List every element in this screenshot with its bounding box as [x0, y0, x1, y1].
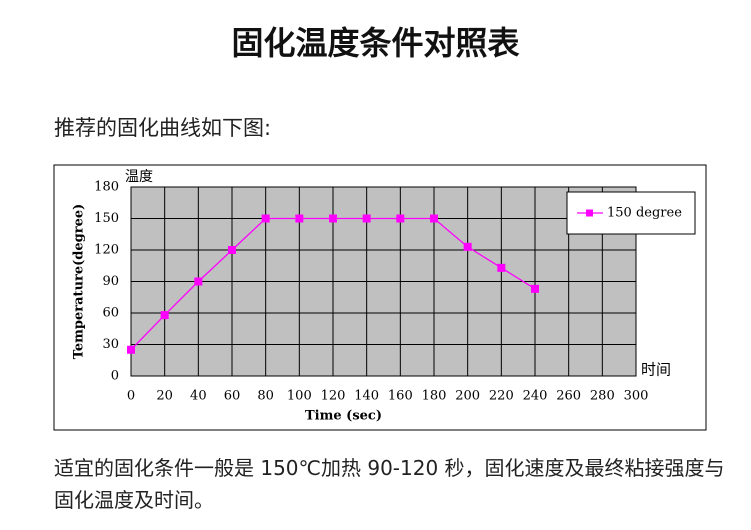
x-tick-label: 260 — [556, 389, 581, 404]
marker — [295, 214, 304, 223]
chart: 0 30 60 90 120 150 180 0 20 40 60 80 100 120 140 160 180… — [53, 164, 707, 431]
page-title: 固化温度条件对照表 — [231, 24, 520, 62]
y-tick-label: 120 — [94, 243, 119, 258]
marker — [531, 284, 539, 293]
y-tick-label: 30 — [102, 337, 119, 352]
legend-marker — [586, 209, 593, 217]
y-tick-label: 90 — [102, 274, 119, 289]
note-text: 适宜的固化条件一般是 150℃加热 90-120 秒，固化速度及最终粘接强度与固… — [54, 456, 725, 512]
x-tick-label: 20 — [156, 389, 173, 404]
y-tick-label: 180 — [94, 180, 119, 195]
marker — [329, 214, 337, 223]
x-tick-label: 120 — [321, 389, 346, 404]
marker — [497, 263, 506, 272]
x-tick-label: 100 — [287, 389, 312, 404]
marker — [228, 246, 236, 254]
x-tick-label: 280 — [590, 389, 615, 404]
x-tick-label: 200 — [455, 389, 480, 404]
y-tick-label: 60 — [102, 306, 119, 321]
x-tick-label: 220 — [489, 389, 514, 404]
x-tick-label: 300 — [624, 389, 649, 404]
marker — [396, 214, 405, 223]
y-tick-label: 0 — [111, 369, 119, 384]
x-unit-label: 时间 — [641, 361, 671, 379]
marker — [362, 214, 371, 223]
y-unit-label: 温度 — [125, 169, 153, 185]
x-tick-label: 160 — [388, 389, 413, 404]
x-tick-label: 0 — [127, 389, 135, 404]
marker — [430, 214, 438, 223]
x-tick-label: 140 — [354, 389, 379, 404]
legend-label: 150 degree — [607, 206, 682, 221]
x-tick-label: 80 — [257, 389, 274, 404]
x-tick-label: 40 — [190, 389, 207, 404]
y-tick-label: 150 — [94, 211, 119, 226]
x-tick-label: 240 — [523, 389, 548, 404]
x-axis-label: Time (sec) — [305, 409, 382, 424]
marker — [463, 242, 472, 251]
intro-text: 推荐的固化曲线如下图: — [54, 116, 272, 140]
x-tick-label: 180 — [422, 389, 447, 404]
marker — [127, 345, 135, 354]
marker — [194, 277, 203, 286]
y-axis-label: Temperature(degree) — [72, 204, 87, 360]
x-tick-label: 60 — [224, 389, 241, 404]
marker — [160, 311, 169, 320]
marker — [261, 214, 270, 223]
